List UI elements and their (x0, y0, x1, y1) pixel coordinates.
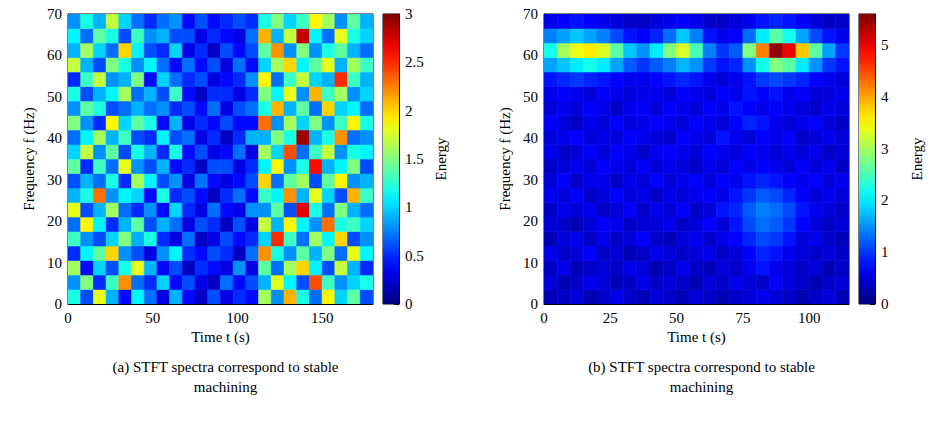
svg-text:30: 30 (523, 172, 538, 188)
svg-text:50: 50 (523, 89, 538, 105)
svg-text:1.5: 1.5 (405, 151, 424, 167)
svg-text:machining: machining (194, 379, 258, 395)
svg-text:50: 50 (669, 310, 684, 326)
svg-text:25: 25 (603, 310, 618, 326)
svg-text:4: 4 (881, 89, 889, 105)
svg-text:(b) STFT spectra correspond to: (b) STFT spectra correspond to stable (588, 359, 815, 376)
svg-text:20: 20 (47, 213, 62, 229)
svg-text:10: 10 (523, 255, 538, 271)
svg-text:0: 0 (540, 310, 548, 326)
svg-text:Frequency f (Hz): Frequency f (Hz) (497, 107, 514, 210)
svg-text:70: 70 (523, 6, 538, 22)
svg-text:machining: machining (670, 379, 734, 395)
svg-text:0: 0 (405, 296, 413, 312)
svg-text:3: 3 (881, 141, 889, 157)
svg-text:60: 60 (47, 47, 62, 63)
svg-text:10: 10 (47, 255, 62, 271)
svg-text:20: 20 (523, 213, 538, 229)
svg-text:(a) STFT spectra correspond to: (a) STFT spectra correspond to stable (113, 359, 339, 376)
svg-text:0: 0 (531, 296, 539, 312)
svg-text:5: 5 (881, 37, 889, 53)
svg-text:75: 75 (735, 310, 750, 326)
svg-text:100: 100 (226, 310, 249, 326)
svg-text:60: 60 (523, 47, 538, 63)
svg-text:40: 40 (523, 130, 538, 146)
svg-text:50: 50 (145, 310, 160, 326)
svg-text:2.5: 2.5 (405, 54, 424, 70)
svg-text:Energy: Energy (909, 137, 925, 181)
svg-text:70: 70 (47, 6, 62, 22)
svg-text:1: 1 (405, 199, 413, 215)
svg-text:2: 2 (405, 103, 413, 119)
svg-text:Time t (s): Time t (s) (667, 329, 726, 346)
svg-text:100: 100 (798, 310, 821, 326)
svg-text:Energy: Energy (433, 137, 449, 181)
svg-text:Time t (s): Time t (s) (191, 329, 250, 346)
svg-text:3: 3 (405, 6, 413, 22)
svg-text:2: 2 (881, 192, 889, 208)
svg-text:0: 0 (55, 296, 63, 312)
svg-text:150: 150 (311, 310, 334, 326)
svg-text:1: 1 (881, 244, 889, 260)
svg-text:0: 0 (881, 296, 889, 312)
svg-text:0: 0 (64, 310, 72, 326)
svg-text:0.5: 0.5 (405, 248, 424, 264)
svg-text:40: 40 (47, 130, 62, 146)
svg-text:50: 50 (47, 89, 62, 105)
svg-text:30: 30 (47, 172, 62, 188)
svg-text:Frequency f (Hz): Frequency f (Hz) (21, 107, 38, 210)
